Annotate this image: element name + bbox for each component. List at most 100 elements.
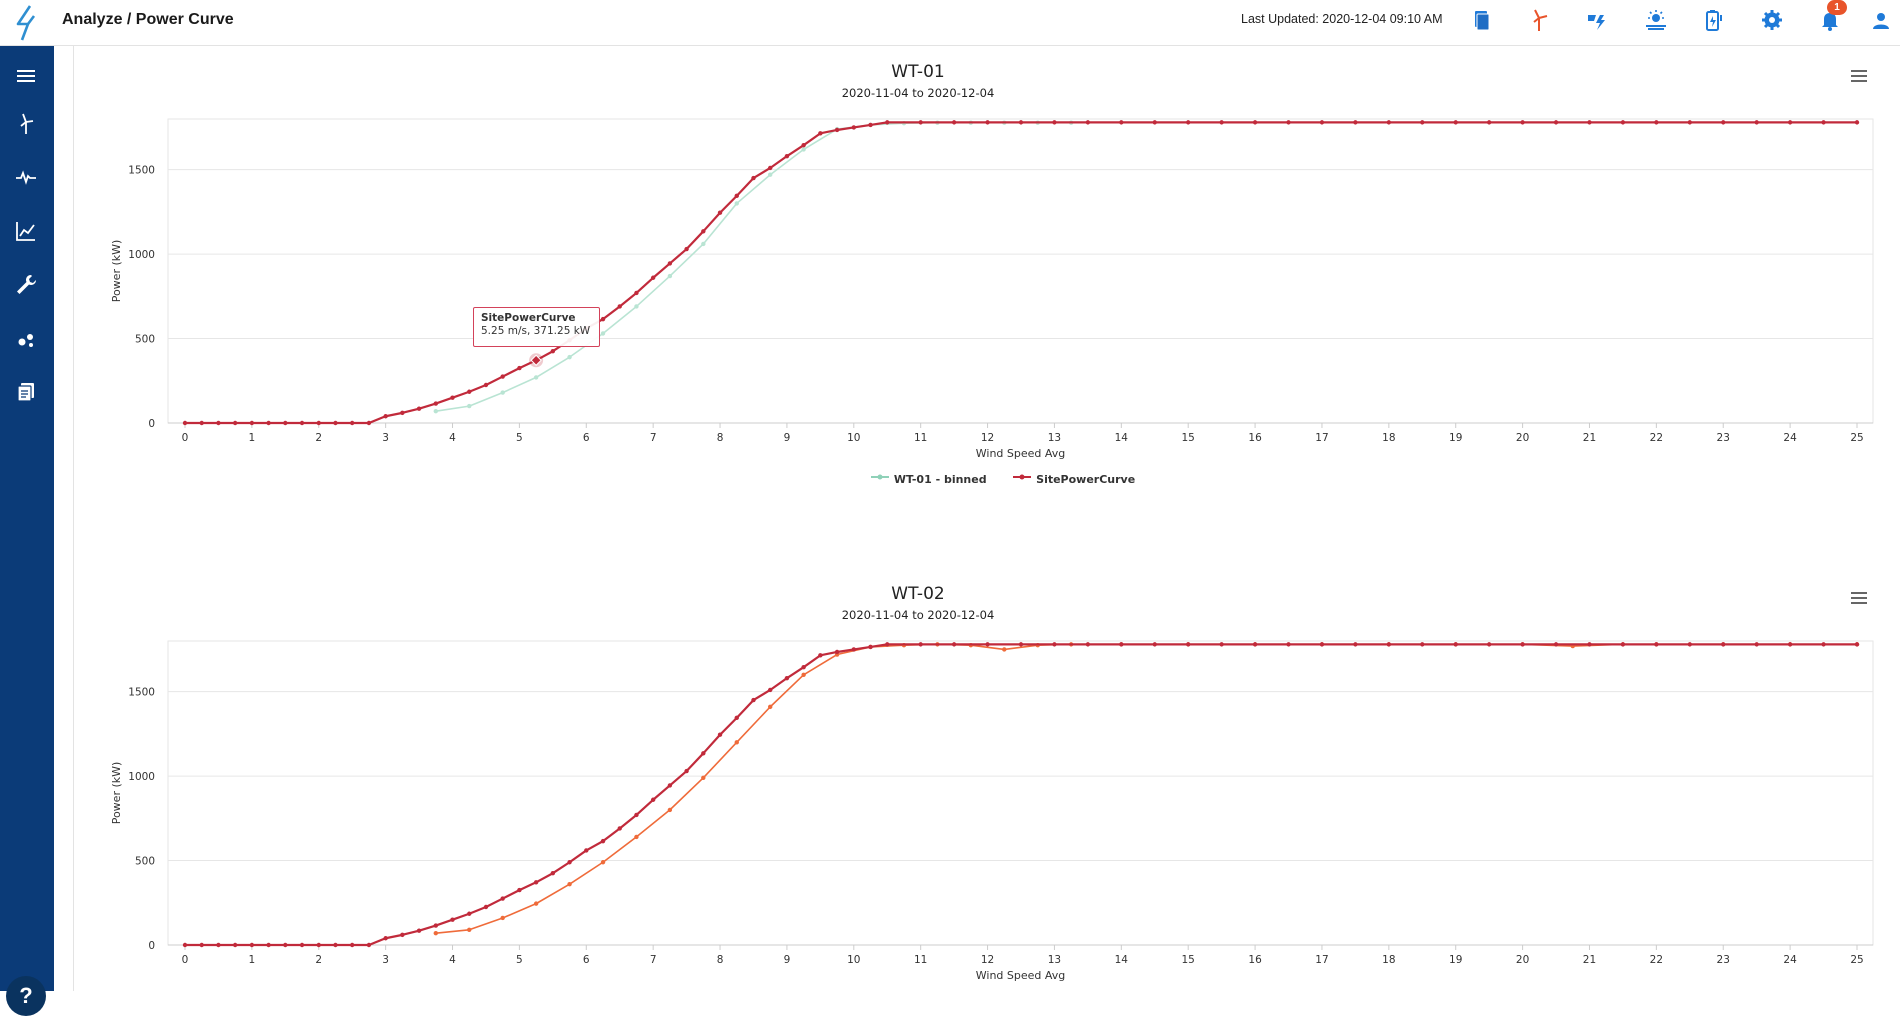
data-point [667, 273, 673, 279]
data-point [366, 420, 372, 426]
app-logo-icon[interactable] [8, 2, 48, 42]
data-point [517, 365, 522, 371]
menu-icon[interactable] [13, 63, 39, 89]
data-point [584, 848, 589, 853]
data-point [1219, 642, 1224, 647]
battery-icon[interactable] [1701, 7, 1727, 33]
tooltip-value: 5.25 m/s, 371.25 kW [481, 325, 591, 337]
x-tick-label: 0 [182, 432, 189, 444]
settings-icon[interactable] [1759, 7, 1785, 33]
chart-menu-icon[interactable] [1849, 590, 1869, 606]
data-point [717, 210, 723, 215]
data-point [868, 122, 873, 128]
data-point [951, 120, 957, 125]
notification-badge: 1 [1827, 0, 1847, 15]
data-point [383, 414, 388, 419]
data-point [818, 131, 823, 136]
pulse-icon[interactable] [13, 164, 39, 190]
data-point [1420, 642, 1425, 647]
data-point [851, 125, 856, 130]
content-divider [73, 46, 74, 991]
data-point [834, 649, 840, 655]
x-tick-label: 3 [382, 954, 389, 966]
data-point [550, 871, 556, 876]
data-point [182, 942, 188, 948]
legend-item[interactable]: SitePowerCurve [1012, 472, 1135, 486]
data-point [1486, 120, 1492, 125]
data-point [232, 942, 238, 948]
data-point [467, 389, 472, 394]
legend-marker-icon [1013, 474, 1032, 480]
data-point [834, 127, 840, 133]
data-point [1286, 642, 1291, 647]
data-point [483, 382, 489, 388]
data-point [717, 732, 723, 737]
data-point [416, 406, 422, 411]
data-point [634, 304, 639, 309]
data-point [1219, 120, 1224, 125]
data-point [1854, 120, 1860, 125]
chart-subtitle-wt01: 2020-11-04 to 2020-12-04 [841, 86, 995, 100]
data-point [617, 826, 622, 831]
x-tick-label: 21 [1583, 954, 1596, 966]
user-icon[interactable] [1868, 7, 1894, 33]
reports-icon[interactable] [13, 379, 39, 405]
weather-power-icon[interactable] [1584, 7, 1610, 33]
data-point [1654, 642, 1659, 647]
series-line [185, 643, 1857, 947]
data-point [467, 927, 472, 932]
x-tick-label: 21 [1583, 432, 1596, 444]
data-point [299, 420, 305, 426]
data-point [433, 923, 438, 928]
page-title: Analyze / Power Curve [62, 11, 234, 28]
data-point [634, 812, 639, 818]
data-point [199, 942, 204, 948]
documents-icon[interactable] [1468, 7, 1494, 33]
data-point [433, 930, 438, 936]
turbine-icon[interactable] [13, 111, 39, 137]
data-point [1052, 642, 1057, 647]
chart-title-wt01: WT-01 [891, 62, 945, 82]
wind-turbine-icon[interactable] [1526, 7, 1552, 33]
data-point [1453, 120, 1458, 125]
data-point [199, 420, 204, 426]
cluster-icon[interactable] [13, 326, 39, 352]
data-point [951, 642, 957, 647]
chart-menu-icon[interactable] [1849, 68, 1869, 84]
data-point [1721, 120, 1726, 125]
data-point [801, 142, 806, 148]
x-tick-label: 2 [315, 954, 322, 966]
data-point [801, 672, 806, 677]
data-point [985, 120, 990, 125]
data-point [1002, 647, 1007, 652]
data-point [650, 797, 656, 802]
data-point [1085, 642, 1091, 647]
data-point [684, 246, 689, 252]
legend-item[interactable]: WT-01 - binned [870, 472, 987, 486]
wrench-icon[interactable] [13, 272, 39, 298]
data-point [383, 936, 388, 941]
x-tick-label: 6 [583, 432, 590, 444]
x-tick-label: 25 [1850, 432, 1863, 444]
data-point [1353, 120, 1358, 125]
x-tick-label: 3 [382, 432, 389, 444]
x-tick-label: 16 [1248, 954, 1262, 966]
data-point [918, 642, 923, 647]
data-point [1353, 642, 1358, 647]
bell-icon[interactable] [1817, 7, 1843, 33]
x-tick-label: 15 [1182, 954, 1195, 966]
y-axis-title: Power (kW) [110, 240, 123, 303]
line-chart-icon[interactable] [13, 218, 39, 244]
data-point [533, 901, 539, 906]
data-point [1754, 642, 1759, 647]
x-tick-label: 11 [914, 954, 927, 966]
data-point [868, 644, 873, 650]
x-tick-label: 16 [1248, 432, 1262, 444]
data-point [500, 915, 505, 921]
solar-icon[interactable] [1643, 7, 1669, 33]
data-point [266, 942, 271, 948]
x-tick-label: 19 [1449, 954, 1462, 966]
x-tick-label: 1 [249, 954, 256, 966]
x-tick-label: 24 [1783, 432, 1797, 444]
